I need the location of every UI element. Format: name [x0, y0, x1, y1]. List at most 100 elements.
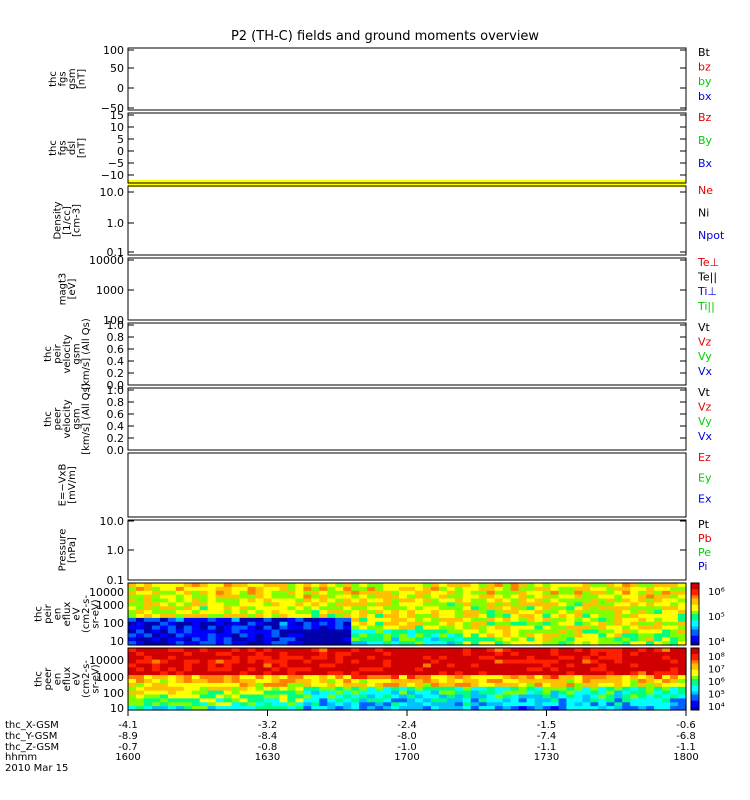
spectrogram-cell: [255, 651, 265, 657]
spectrogram-cell: [231, 667, 241, 672]
spectrogram-cell: [606, 621, 615, 627]
spectrogram-cell: [239, 594, 249, 600]
spectrogram-cell: [646, 682, 655, 688]
spectrogram-cell: [223, 629, 233, 634]
spectrogram-cell: [207, 641, 217, 646]
spectrogram-cell: [271, 586, 281, 592]
spectrogram-cell: [407, 702, 416, 707]
spectrogram-cell: [462, 610, 472, 615]
spectrogram-cell: [614, 690, 623, 696]
spectrogram-cell: [550, 583, 560, 588]
colorbar-cell: [691, 691, 699, 695]
spectrogram-cell: [662, 641, 671, 646]
spectrogram-cell: [375, 602, 384, 607]
spectrogram-cell: [255, 659, 265, 665]
colorbar-cell: [691, 610, 699, 615]
spectrogram-cell: [407, 694, 416, 699]
spectrogram-cell: [136, 702, 145, 707]
colorbar-frame: [690, 647, 700, 711]
spectrogram-cell: [279, 675, 289, 680]
spectrogram-cell: [582, 590, 591, 596]
spectrogram-cell: [319, 625, 328, 631]
spectrogram-cell: [191, 663, 201, 668]
spectrogram-cell: [534, 641, 544, 646]
spectrogram-cell: [614, 679, 623, 684]
y-tick-label: 0.0: [107, 444, 125, 457]
spectrogram-cell: [399, 655, 408, 661]
spectrogram-cell: [654, 651, 663, 657]
spectrogram-cell: [430, 625, 440, 631]
spectrogram-cell: [319, 663, 328, 668]
spectrogram-cell: [335, 663, 344, 668]
panel-ylabel: peer: [53, 407, 64, 431]
spectrogram-cell: [175, 637, 185, 642]
spectrogram-cell: [239, 690, 249, 696]
spectrogram-cell: [383, 690, 392, 696]
spectrogram-cell: [638, 583, 647, 588]
spectrogram-cell: [159, 633, 169, 638]
spectrogram-cell: [622, 633, 631, 638]
spectrogram-cell: [303, 610, 312, 615]
colorbar-tick-label: 10⁶: [708, 587, 725, 598]
spectrogram-cell: [175, 625, 185, 631]
spectrogram-cell: [136, 675, 145, 680]
spectrogram-cell: [136, 606, 145, 611]
spectrogram-cell: [151, 675, 161, 680]
spectrogram-cell: [678, 583, 687, 588]
legend-label: by: [698, 75, 712, 88]
spectrogram-cell: [247, 606, 257, 611]
spectrogram-cell: [407, 690, 416, 696]
spectrogram-cell: [534, 633, 544, 638]
spectrogram-cell: [199, 610, 209, 615]
spectrogram-cell: [335, 637, 344, 642]
colorbar-cell: [691, 648, 699, 652]
spectrogram-cell: [128, 655, 137, 661]
spectrogram-cell: [143, 602, 153, 607]
spectrogram-cell: [454, 659, 464, 665]
spectrogram-cell: [375, 675, 384, 680]
legend-label: Vy: [698, 350, 712, 363]
spectrogram-cell: [383, 706, 392, 711]
spectrogram-cell: [351, 586, 360, 592]
spectrogram-cell: [622, 686, 631, 692]
spectrogram-cell: [255, 648, 265, 653]
spectrogram-cell: [183, 694, 193, 699]
spectrogram-cell: [183, 617, 193, 623]
legend-label: Vt: [698, 321, 711, 334]
spectrogram-cell: [598, 625, 607, 631]
spectrogram-cell: [670, 621, 679, 627]
colorbar-cell: [691, 604, 699, 609]
spectrogram-cell: [223, 667, 233, 672]
spectrogram-cell: [518, 686, 528, 692]
spectrogram-cell: [454, 682, 464, 688]
spectrogram-cell: [183, 682, 193, 688]
spectrogram-cell: [375, 663, 384, 668]
spectrogram-cell: [143, 594, 153, 600]
spectrogram-cell: [518, 659, 528, 665]
y-tick-label: 100: [103, 617, 124, 630]
spectrogram-cell: [670, 667, 679, 672]
spectrogram-cell: [271, 694, 281, 699]
spectrogram-cell: [566, 637, 575, 642]
spectrogram-cell: [454, 698, 464, 703]
spectrogram-cell: [231, 583, 241, 588]
spectrogram-cell: [614, 706, 623, 711]
spectrogram-cell: [223, 690, 233, 696]
legend-label: Ti||: [697, 300, 715, 313]
spectrogram-cell: [510, 633, 520, 638]
spectrogram-cell: [391, 659, 400, 665]
spectrogram-cell: [598, 633, 607, 638]
spectrogram-cell: [391, 667, 400, 672]
spectrogram-cell: [319, 659, 328, 665]
spectrogram-cell: [128, 637, 137, 642]
spectrogram-cell: [383, 648, 392, 653]
spectrogram-cell: [622, 629, 631, 634]
spectrogram-cell: [510, 690, 520, 696]
spectrogram-cell: [574, 675, 583, 680]
spectrogram-cell: [502, 663, 512, 668]
spectrogram-cell: [606, 675, 615, 680]
spectrogram-cell: [606, 594, 615, 600]
spectrogram-cell: [271, 648, 281, 653]
spectrogram-cell: [622, 671, 631, 676]
